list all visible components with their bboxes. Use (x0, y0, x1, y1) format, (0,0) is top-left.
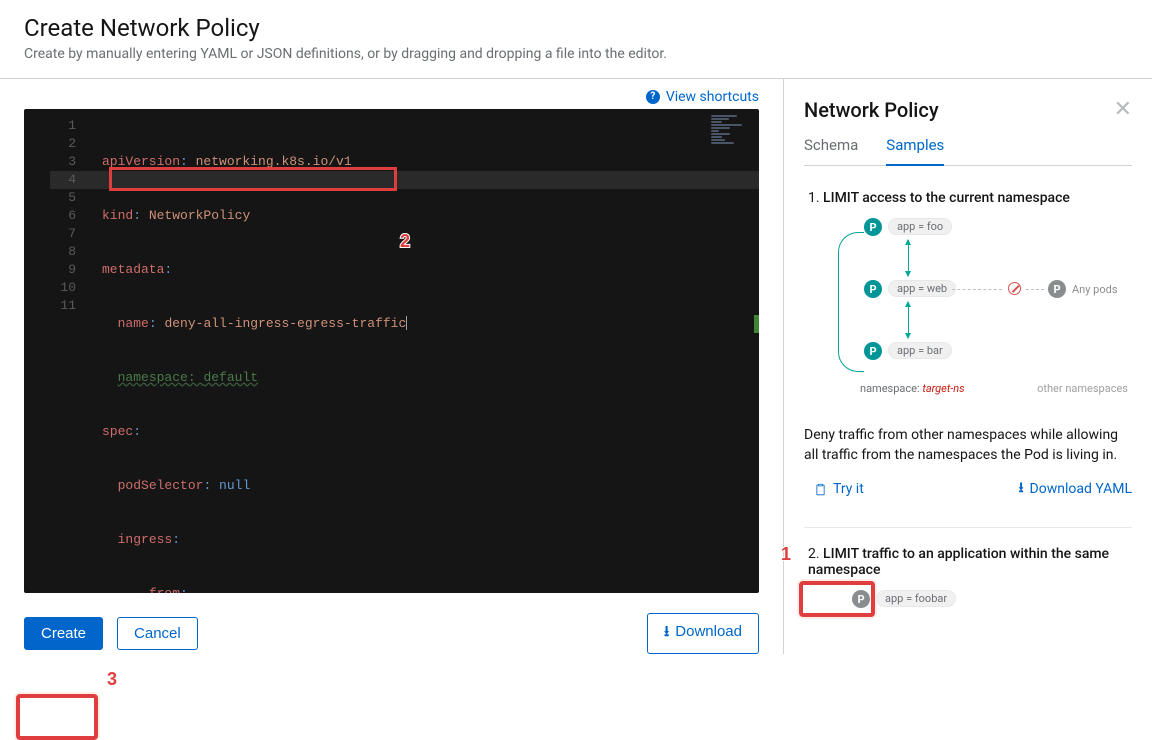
panel-tabs: Schema Samples (804, 136, 1132, 166)
callout-box-3 (16, 694, 98, 740)
chip-foobar: app = foobar (876, 590, 956, 607)
minimap[interactable] (711, 115, 755, 145)
sample-2-diagram: P app = foobar (834, 590, 1132, 620)
sample-2-title: 2. LIMIT traffic to an application withi… (804, 546, 1132, 578)
page-title: Create Network Policy (24, 14, 1128, 42)
close-icon[interactable]: ✕ (1114, 97, 1132, 122)
sample-1-desc: Deny traffic from other namespaces while… (804, 426, 1132, 465)
button-row: Create Cancel ⭳Download (24, 593, 759, 654)
panel-title: Network Policy (804, 98, 939, 122)
clipboard-icon (814, 483, 827, 496)
download-icon: ⭳ (1019, 477, 1024, 501)
view-shortcuts-link[interactable]: ? View shortcuts (646, 89, 759, 105)
pod-badge-bar: P (864, 342, 882, 360)
shortcuts-row: ? View shortcuts (24, 87, 759, 109)
sample-1: 1. LIMIT access to the current namespace… (804, 190, 1132, 503)
callout-number-1: 1 (781, 544, 791, 565)
line-gutter: 1234567891011 (24, 117, 94, 315)
block-icon (1008, 282, 1021, 295)
sample-1-diagram: P app = foo P app = web P app = bar P An… (816, 218, 1132, 408)
chip-web: app = web (888, 280, 956, 297)
sample-divider (804, 527, 1132, 528)
chip-foo: app = foo (888, 218, 952, 235)
panel-header: Network Policy ✕ (804, 97, 1132, 122)
try-it-button[interactable]: Try it (804, 475, 874, 503)
pod-badge-foo: P (864, 218, 882, 236)
download-button[interactable]: ⭳Download (647, 613, 759, 654)
sample-1-title: 1. LIMIT access to the current namespace (804, 190, 1132, 206)
sample-1-actions: Try it ⭳ Download YAML (804, 475, 1132, 503)
callout-number-2: 2 (400, 231, 410, 252)
callout-number-3: 3 (107, 669, 117, 690)
yaml-editor[interactable]: 1234567891011 apiVersion: networking.k8s… (24, 109, 759, 594)
any-pods-label: Any pods (1072, 283, 1118, 296)
cancel-button[interactable]: Cancel (117, 617, 198, 650)
shortcuts-label: View shortcuts (666, 89, 759, 105)
download-yaml-link[interactable]: ⭳ Download YAML (1019, 477, 1132, 501)
callout-box-2 (109, 167, 397, 191)
page-subtitle: Create by manually entering YAML or JSON… (24, 46, 1128, 62)
download-icon: ⭳ (664, 623, 669, 640)
tab-schema[interactable]: Schema (804, 136, 858, 166)
sample-2: 2. LIMIT traffic to an application withi… (804, 546, 1132, 620)
change-marker (754, 315, 759, 333)
main-row: ? View shortcuts 1234567891011 apiVersio… (0, 79, 1152, 654)
create-button[interactable]: Create (24, 617, 103, 650)
help-icon: ? (646, 90, 660, 104)
tab-samples[interactable]: Samples (886, 136, 944, 166)
page-header: Create Network Policy Create by manually… (0, 0, 1152, 78)
side-panel: Network Policy ✕ Schema Samples 1. LIMIT… (783, 79, 1152, 654)
pod-badge-foobar: P (852, 590, 870, 608)
editor-column: ? View shortcuts 1234567891011 apiVersio… (0, 79, 783, 654)
pod-badge-web: P (864, 280, 882, 298)
pod-badge-any: P (1048, 280, 1066, 298)
chip-bar: app = bar (888, 342, 952, 359)
